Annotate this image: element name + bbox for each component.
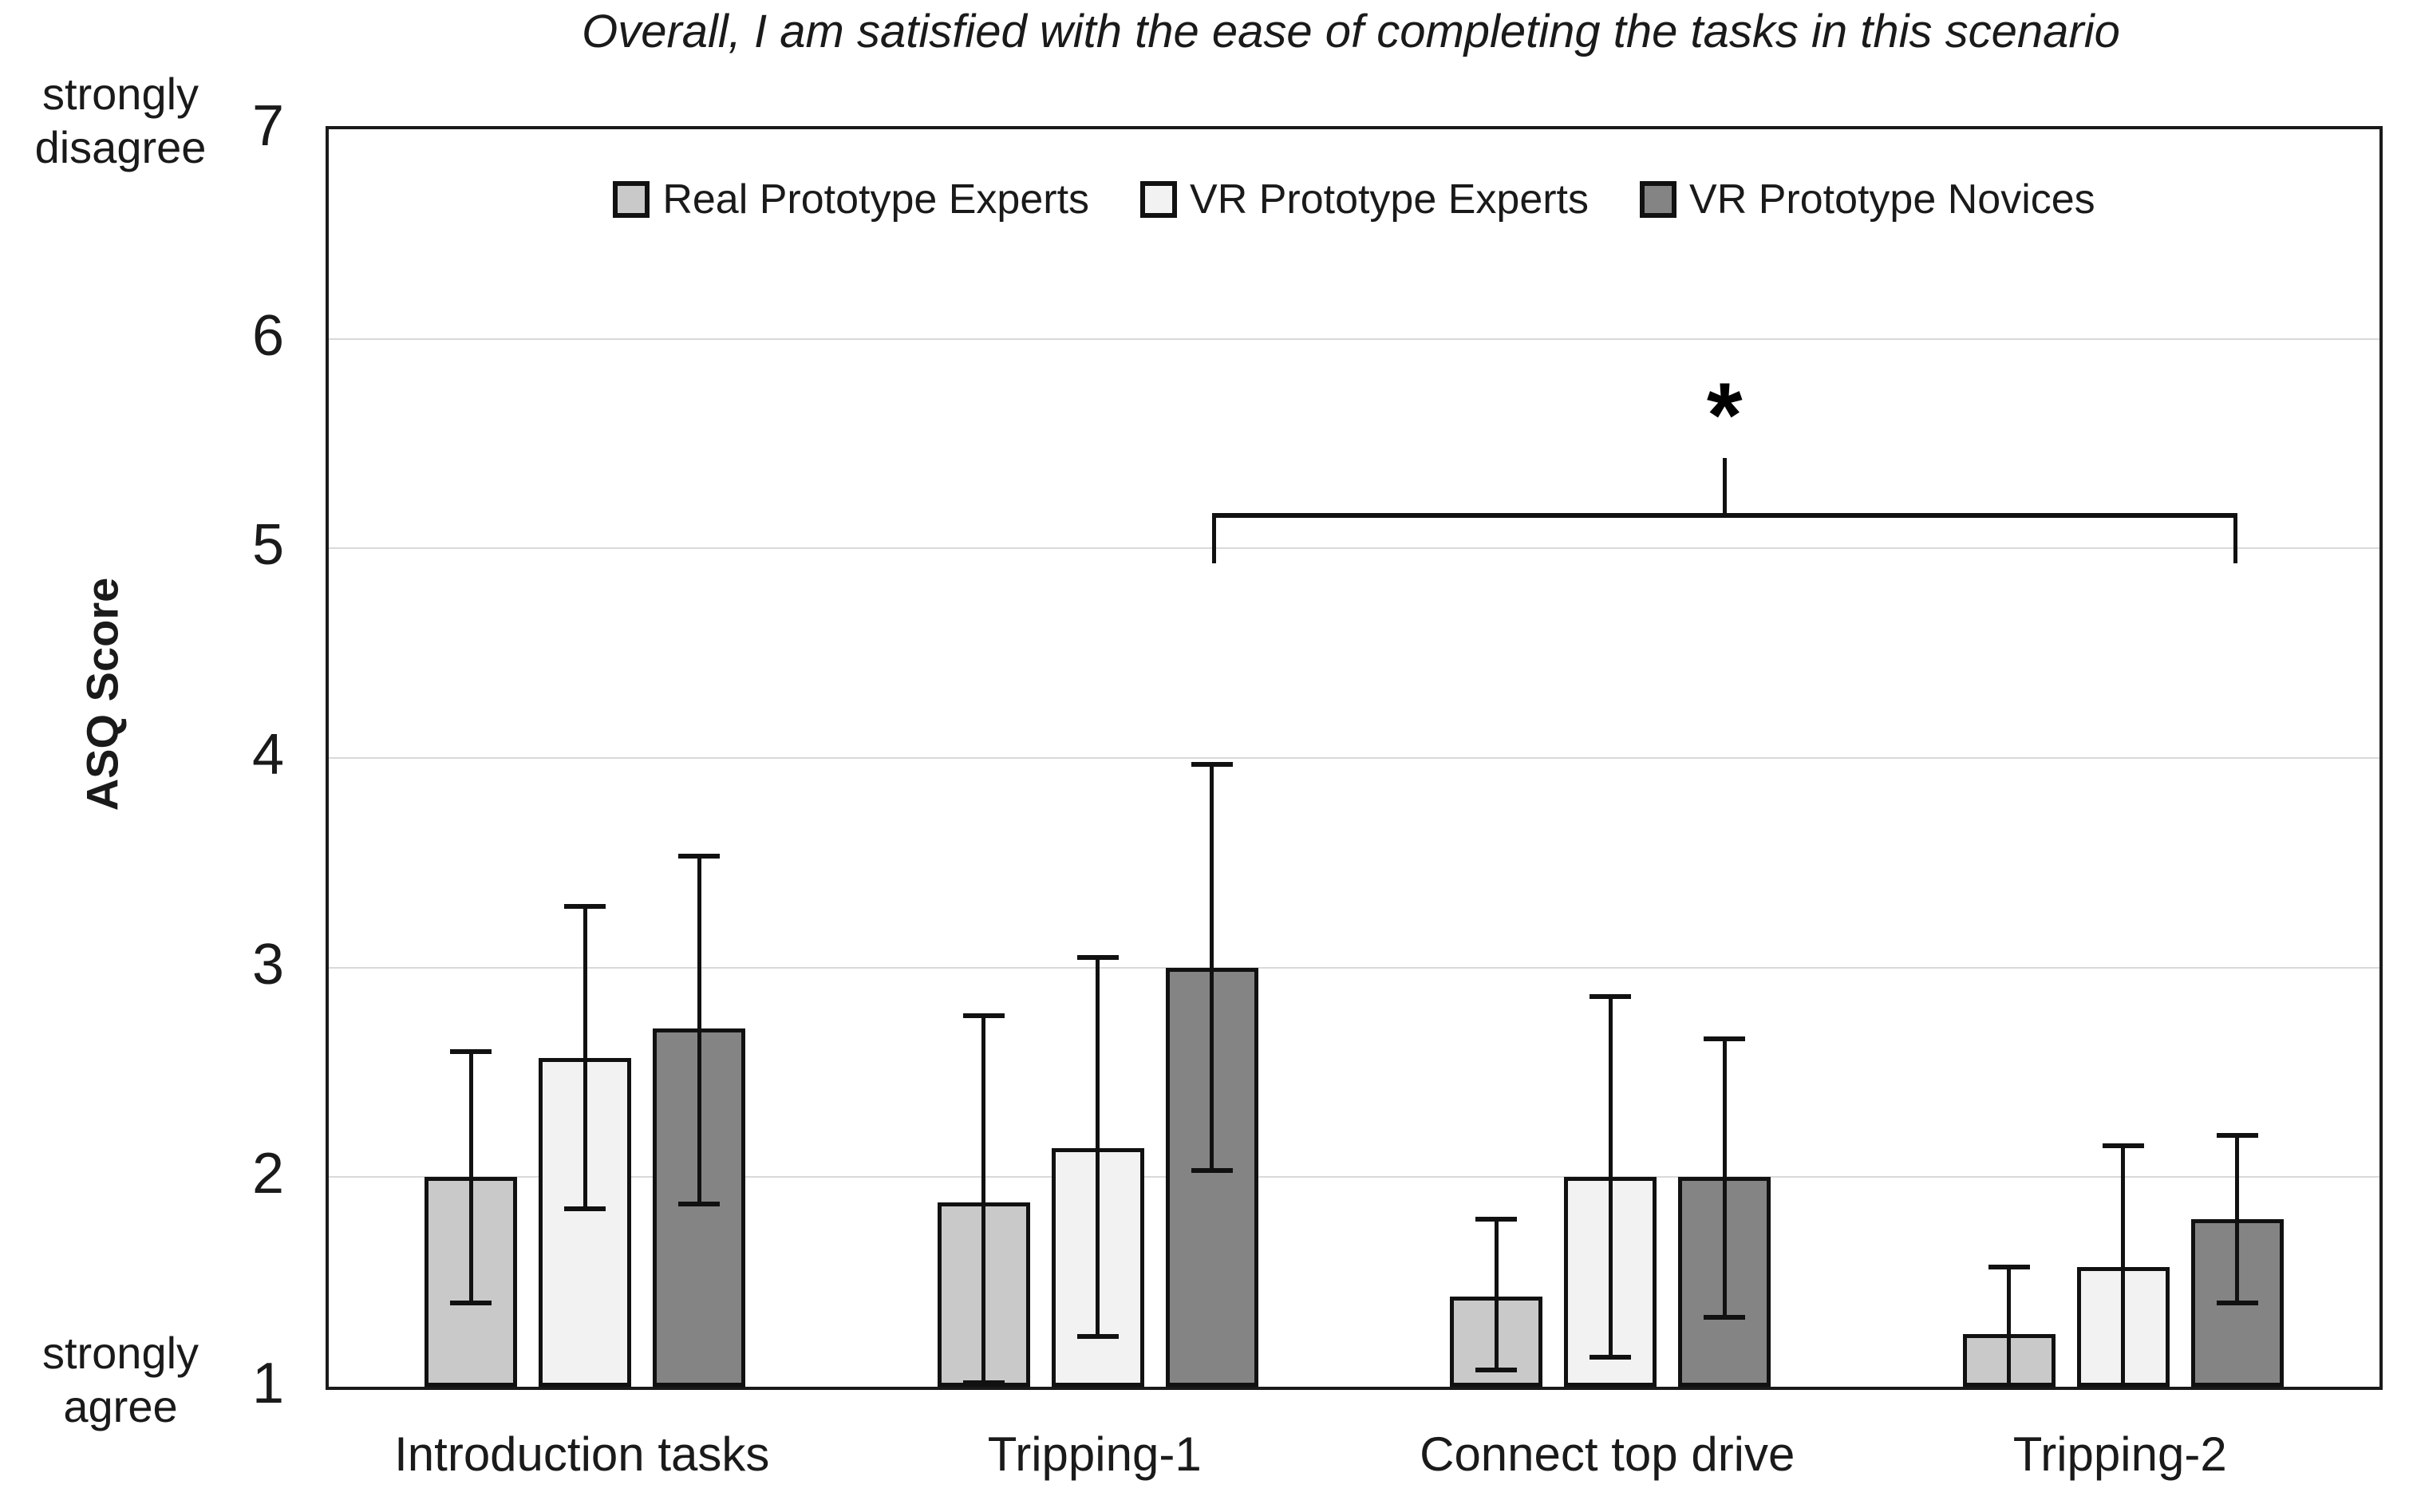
error-bar-top-cap [1076,954,1119,960]
anchor-word: disagree [34,122,207,173]
y-axis-bottom-anchor-label: strongly agree [5,1326,236,1433]
legend-item: VR Prototype Novices [1640,176,2095,223]
error-bar-bottom-cap [1704,1315,1746,1321]
y-tick-label: 6 [251,303,284,368]
legend-swatch-icon [613,181,650,218]
error-bar-line [981,1016,986,1383]
error-bar-line [2121,1145,2126,1387]
error-bar-top-cap [564,904,606,910]
y-tick-label: 2 [251,1142,284,1206]
y-tick-label: 5 [251,513,284,578]
error-bar-line [583,906,587,1209]
error-bar-line [1494,1218,1499,1370]
x-axis-label: Connect top drive [1420,1427,1795,1481]
y-tick-label: 1 [251,1352,284,1415]
x-axis-label: Tripping-2 [2012,1427,2227,1481]
plot-area: Real Prototype Experts VR Prototype Exper… [326,126,2383,1390]
legend-label: Real Prototype Experts [662,176,1090,223]
error-bar-line [468,1051,473,1303]
error-bar-bottom-cap [678,1202,721,1207]
y-tick-label: 3 [251,932,284,997]
legend-item: Real Prototype Experts [613,176,1089,223]
significance-asterisk: * [1706,365,1743,468]
error-bar-top-cap [450,1048,492,1054]
significance-bracket-end-tick [2233,512,2237,563]
error-bar-top-cap [1475,1216,1518,1222]
y-axis-title: ASQ Score [77,577,128,811]
error-bar-bottom-cap [1475,1367,1518,1372]
error-bar-bottom-cap [1590,1355,1632,1360]
error-bar-top-cap [2102,1143,2144,1148]
y-tick-label: 7 [251,94,284,158]
legend: Real Prototype Experts VR Prototype Exper… [329,176,2379,223]
gridline [329,966,2379,969]
error-bar-line [1608,997,1613,1358]
error-bar-line [1210,764,1214,1171]
x-axis-label: Introduction tasks [394,1427,770,1481]
error-bar-bottom-cap [564,1206,606,1211]
significance-bracket-center-tick [1722,458,1727,513]
y-tick-label: 4 [251,723,284,787]
legend-item: VR Prototype Experts [1140,176,1589,223]
error-bar-top-cap [1191,761,1233,767]
error-bar-bottom-cap [1191,1168,1233,1174]
anchor-word: strongly [41,1328,199,1378]
bar-vr-prototype-novices [1165,967,1258,1387]
error-bar-top-cap [1988,1265,2030,1270]
error-bar-top-cap [962,1013,1005,1019]
legend-label: VR Prototype Experts [1190,176,1590,223]
error-bar-top-cap [2216,1132,2258,1138]
error-bar-line [1722,1038,1727,1318]
chart-title: Overall, I am satisfied with the ease of… [582,6,2120,57]
gridline [329,757,2379,759]
legend-swatch-icon [1140,181,1178,218]
gridline [329,547,2379,550]
legend-swatch-icon [1640,181,1677,218]
error-bar-line [697,856,701,1205]
error-bar-line [1096,957,1100,1336]
error-bar-bottom-cap [450,1300,492,1305]
gridline [329,1176,2379,1178]
error-bar-top-cap [678,854,721,859]
error-bar-bottom-cap [2216,1300,2258,1305]
error-bar-line [2007,1267,2012,1387]
significance-bracket-end-tick [1211,512,1216,563]
significance-bracket-bar [1211,512,2237,518]
error-bar-bottom-cap [962,1380,1005,1385]
anchor-word: agree [63,1381,178,1432]
error-bar-bottom-cap [1076,1333,1119,1339]
y-axis-top-anchor-label: strongly disagree [5,67,236,174]
anchor-word: strongly [41,69,199,119]
x-axis-label: Tripping-1 [987,1427,1202,1481]
error-bar-line [2235,1135,2240,1303]
gridline [329,338,2379,340]
legend-label: VR Prototype Novices [1689,176,2095,223]
error-bar-top-cap [1704,1036,1746,1041]
error-bar-top-cap [1590,994,1632,1000]
